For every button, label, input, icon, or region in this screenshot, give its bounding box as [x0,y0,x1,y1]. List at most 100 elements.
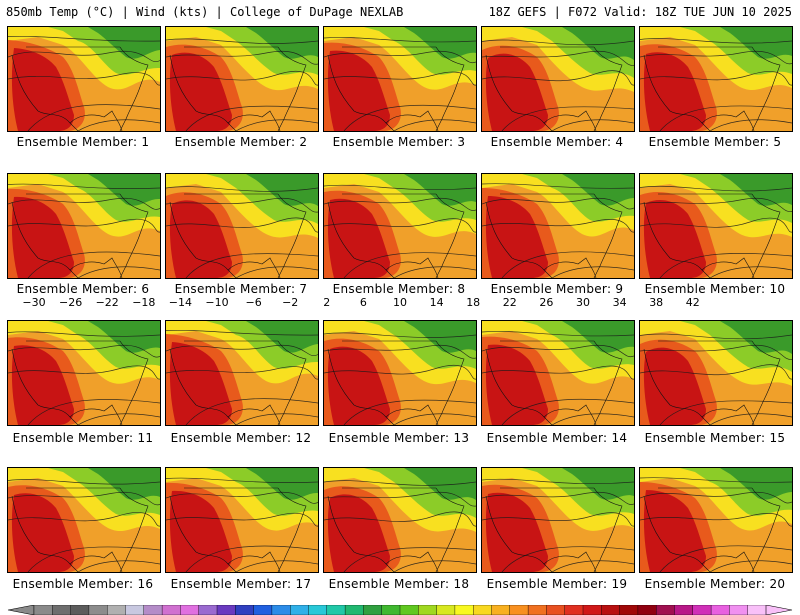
colorbar-tick-label: −6 [245,296,262,309]
colorbar-swatch [546,605,566,615]
colorbar-tick-label: 30 [576,296,590,309]
colorbar-tick-label: −14 [168,296,192,309]
colorbar-swatch [381,605,401,615]
temperature-map [166,468,318,572]
colorbar-swatch [436,605,456,615]
ensemble-member-label: Ensemble Member: 17 [170,577,312,591]
temperature-map [324,174,476,278]
temperature-map [324,27,476,131]
colorbar-scale [7,605,793,615]
colorbar-swatch [326,605,346,615]
run-valid-time: 18Z GEFS | F072 Valid: 18Z TUE JUN 10 20… [488,5,792,19]
temperature-map [166,321,318,425]
header-title: 850mb Temp (°C) | Wind (kts) | College o… [6,5,404,19]
colorbar-swatch [33,605,53,615]
colorbar-swatch [619,605,639,615]
colorbar-swatch [674,605,694,615]
colorbar-max-arrow [765,605,793,615]
colorbar-swatch [656,605,676,615]
ensemble-map-panel [639,173,793,279]
colorbar-swatch [143,605,163,615]
ensemble-member-label: Ensemble Member: 7 [174,282,308,296]
colorbar-swatch [198,605,218,615]
colorbar-tick-label: −30 [22,296,46,309]
colorbar-swatch [710,605,730,615]
colorbar-swatch [601,605,621,615]
ensemble-map-panel [7,320,161,426]
colorbar-swatch [692,605,712,615]
colorbar-swatch [729,605,749,615]
colorbar-swatch [564,605,584,615]
colorbar-swatch [527,605,547,615]
ensemble-map-panel [639,467,793,573]
colorbar-swatch [363,605,383,615]
ensemble-member-label: Ensemble Member: 5 [648,135,782,149]
colorbar-tick-label: −2 [282,296,299,309]
colorbar-swatch [399,605,419,615]
temperature-map [8,174,160,278]
ensemble-member-label: Ensemble Member: 16 [12,577,154,591]
colorbar-tick-label: −26 [58,296,83,309]
ensemble-map-panel [165,320,319,426]
colorbar-tick-label: 6 [359,296,367,309]
ensemble-member-label: Ensemble Member: 18 [328,577,470,591]
colorbar-tick-label: −10 [205,296,229,309]
colorbar-swatch [491,605,511,615]
colorbar-swatch [344,605,364,615]
colorbar-swatch [106,605,126,615]
ensemble-map-panel [7,26,161,132]
colorbar-swatch [52,605,72,615]
ensemble-map-panel [7,467,161,573]
temperature-colorbar: −30 −26 −22 −18 −14 −10 −6 −2 2 6 10 14 18 22 26 30 34 38… [0,296,800,615]
ensemble-member-label: Ensemble Member: 19 [486,577,628,591]
ensemble-member-label: Ensemble Member: 2 [174,135,308,149]
ensemble-map-panel [323,173,477,279]
temperature-map [482,174,634,278]
colorbar-tick-label: 34 [612,296,627,309]
ensemble-member-label: Ensemble Member: 8 [332,282,466,296]
ensemble-map-panel [481,467,635,573]
ensemble-member-label: Ensemble Member: 12 [170,431,312,445]
temperature-map [482,27,634,131]
ensemble-map-panel [7,173,161,279]
ensemble-member-label: Ensemble Member: 9 [490,282,624,296]
ensemble-map-panel [481,26,635,132]
ensemble-member-label: Ensemble Member: 13 [328,431,470,445]
temperature-map [8,27,160,131]
colorbar-swatch [509,605,529,615]
temperature-map [166,27,318,131]
ensemble-map-panel [165,173,319,279]
colorbar-swatch [290,605,310,615]
ensemble-member-label: Ensemble Member: 15 [644,431,786,445]
temperature-map [324,321,476,425]
colorbar-swatch [216,605,236,615]
colorbar-swatch [161,605,181,615]
colorbar-swatch [70,605,90,615]
colorbar-swatch [308,605,328,615]
colorbar-tick-label: −18 [132,296,156,309]
ensemble-member-label: Ensemble Member: 14 [486,431,628,445]
ensemble-member-label: Ensemble Member: 10 [644,282,786,296]
colorbar-swatch [88,605,108,615]
ensemble-member-label: Ensemble Member: 3 [332,135,466,149]
temperature-map [166,174,318,278]
ensemble-map-panel [639,320,793,426]
colorbar-tick-label: 14 [429,296,444,309]
ensemble-map-panel [165,467,319,573]
ensemble-member-label: Ensemble Member: 11 [12,431,154,445]
colorbar-swatch [473,605,493,615]
colorbar-tick-label: 42 [685,296,700,309]
ensemble-map-panel [323,320,477,426]
colorbar-swatch [418,605,438,615]
colorbar-swatch [253,605,273,615]
colorbar-swatch [125,605,145,615]
ensemble-map-panel [323,26,477,132]
colorbar-swatch [454,605,474,615]
colorbar-tick-label: 2 [323,296,331,309]
colorbar-tick-label: −22 [95,296,119,309]
colorbar-tick-label: 10 [393,296,407,309]
ensemble-map-panel [481,320,635,426]
temperature-map [482,468,634,572]
temperature-map [482,321,634,425]
ensemble-map-panel [323,467,477,573]
